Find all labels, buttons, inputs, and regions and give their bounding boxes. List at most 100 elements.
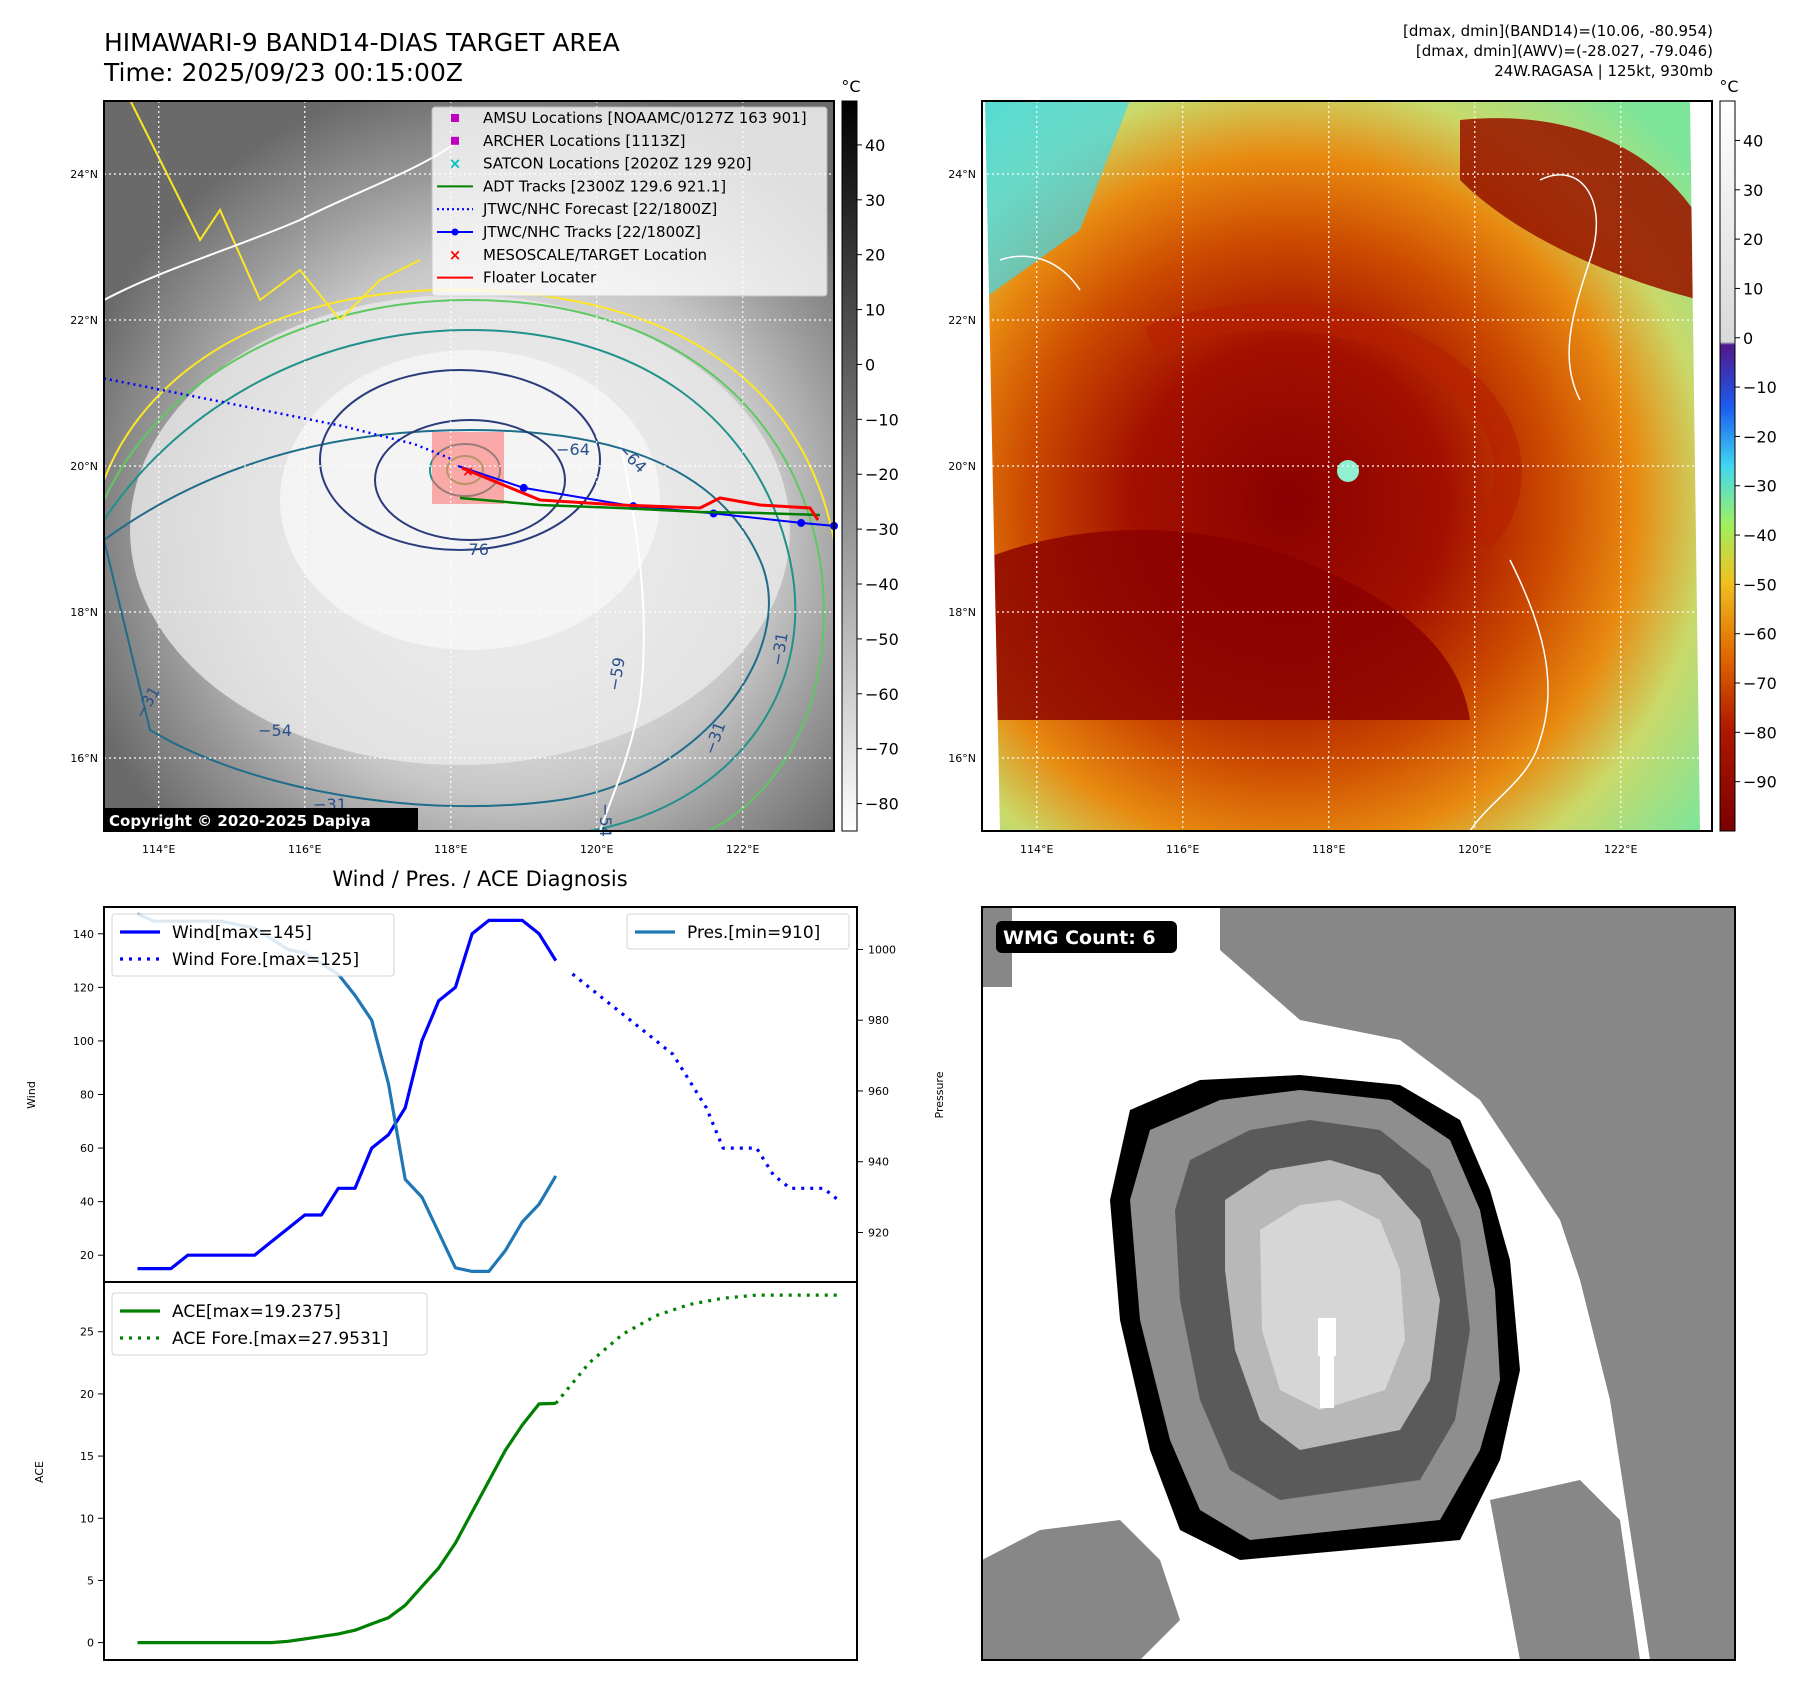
- awv-lat-tick: 22°N: [948, 314, 976, 327]
- awv-lon-tick: 118°E: [1312, 843, 1345, 856]
- storm-info-text: 24W.RAGASA | 125kt, 930mb: [1494, 62, 1713, 80]
- legend-entry-label: SATCON Locations [2020Z 129 920]: [483, 155, 751, 173]
- awv-colorbar-unit: °C: [1719, 77, 1738, 96]
- ace-tick-label: 10: [80, 1512, 94, 1525]
- ace-tick-label: 0: [87, 1637, 94, 1650]
- ir-lat-tick: 22°N: [70, 314, 98, 327]
- colorbar-tick-label: −40: [1743, 526, 1777, 545]
- legend-entry-label: ADT Tracks [2300Z 129.6 921.1]: [483, 177, 726, 195]
- jtwc-forecast-line: [103, 377, 452, 460]
- contour-label: −54: [596, 803, 615, 837]
- band14-range-text: [dmax, dmin](BAND14)=(10.06, -80.954): [1402, 22, 1713, 40]
- awv-range-text: [dmax, dmin](AWV)=(-28.027, -79.046): [1415, 42, 1713, 60]
- contour-label: −64: [556, 440, 590, 459]
- jtwc-track-point: [797, 518, 806, 527]
- awv-gridlines: [982, 101, 1712, 831]
- awv-lat-tick: 24°N: [948, 168, 976, 181]
- colorbar-tick-label: −50: [1743, 575, 1777, 594]
- ir-lat-tick: 24°N: [70, 168, 98, 181]
- ace-legend: ACE[max=19.2375] ACE Fore.[max=27.9531]: [111, 1292, 428, 1356]
- ir-lon-tick: 114°E: [142, 843, 175, 856]
- wind-series-line: [137, 918, 558, 1271]
- wmg-count-label: WMG Count: 6: [1003, 927, 1156, 949]
- awv-lon-tick: 116°E: [1166, 843, 1199, 856]
- pressure-axis-label: Pressure: [933, 1071, 946, 1118]
- wind-tick-label: 80: [80, 1089, 94, 1102]
- colorbar-tick-label: −80: [1743, 723, 1777, 742]
- legend-entry-label: AMSU Locations [NOAAMC/0127Z 163 901]: [483, 109, 807, 127]
- legend-label: Pres.[min=910]: [687, 923, 820, 943]
- awv-lat-tick: 20°N: [948, 460, 976, 473]
- colorbar-tick-label: 10: [1743, 279, 1763, 298]
- colorbar-tick-label: −60: [1743, 625, 1777, 644]
- ir-lon-tick: 120°E: [580, 843, 613, 856]
- pressure-tick-label: 960: [868, 1085, 889, 1098]
- ir-lat-tick: 18°N: [70, 606, 98, 619]
- contour-label: −76: [455, 540, 489, 559]
- wind-legend: Wind[max=145] Wind Fore.[max=125]: [111, 913, 395, 977]
- legend-marker-square: [451, 114, 459, 122]
- ace-axis-label: ACE: [33, 1461, 46, 1483]
- legend-box: [111, 913, 395, 977]
- wind-forecast-series-line: [571, 972, 842, 1203]
- colorbar-tick-label: −20: [865, 465, 899, 484]
- ir-colorbar-unit: °C: [841, 77, 860, 96]
- ace-tick-label: 20: [80, 1388, 94, 1401]
- awv-lon-tick: 114°E: [1020, 843, 1053, 856]
- colorbar-tick-label: −80: [865, 795, 899, 814]
- awv-lon-tick: 120°E: [1458, 843, 1491, 856]
- colorbar-tick-label: 20: [865, 246, 885, 265]
- legend-entry-label: ARCHER Locations [1113Z]: [483, 132, 686, 150]
- colorbar-tick-label: 0: [865, 355, 875, 374]
- wmg-count-box: [996, 921, 1177, 953]
- colorbar-tick-label: 30: [865, 191, 885, 210]
- target-area-box: [432, 432, 504, 504]
- awv-lat-tick: 18°N: [948, 606, 976, 619]
- diagnosis-title: Wind / Pres. / ACE Diagnosis: [332, 867, 627, 891]
- ir-lon-tick: 122°E: [726, 843, 759, 856]
- wind-tick-label: 120: [73, 981, 94, 994]
- legend-box: [626, 913, 850, 950]
- awv-axis-ticks: 114°E 116°E 118°E 120°E 122°E 24°N 22°N 20°N 18°…: [948, 168, 1637, 856]
- ace-axes: [103, 1281, 858, 1661]
- colorbar-tick-label: −70: [1743, 674, 1777, 693]
- legend-entry-label: MESOSCALE/TARGET Location: [483, 246, 707, 264]
- legend-label: Wind[max=145]: [172, 923, 312, 943]
- figure-time: Time: 2025/09/23 00:15:00Z: [104, 58, 463, 87]
- colorbar-tick-label: 0: [1743, 329, 1753, 348]
- wind-tick-label: 40: [80, 1196, 94, 1209]
- legend-entry-label: JTWC/NHC Tracks [22/1800Z]: [482, 223, 701, 241]
- colorbar-tick-label: −70: [865, 740, 899, 759]
- ace-tick-label: 5: [87, 1574, 94, 1587]
- colorbar-tick-label: 30: [1743, 181, 1763, 200]
- copyright-box: [104, 808, 418, 832]
- legend-entry-label: Floater Locater: [483, 269, 597, 287]
- target-location-marker: ×: [462, 464, 474, 480]
- wind-tick-label: 60: [80, 1142, 94, 1155]
- awv-lon-tick: 122°E: [1604, 843, 1637, 856]
- legend-label: Wind Fore.[max=125]: [172, 950, 359, 970]
- colorbar-tick-label: −50: [865, 630, 899, 649]
- legend-label: ACE Fore.[max=27.9531]: [172, 1329, 388, 1349]
- colorbar-tick-label: −10: [1743, 378, 1777, 397]
- wmg-panel: WMG Count: 6: [981, 906, 1736, 1661]
- pressure-tick-label: 940: [868, 1156, 889, 1169]
- legend-label: ACE[max=19.2375]: [172, 1302, 341, 1322]
- colorbar-tick-label: 10: [865, 301, 885, 320]
- colorbar-tick-label: 40: [865, 136, 885, 155]
- ir-storm-tracks: ×: [103, 377, 838, 530]
- ir-colorbar: °C 40 30 20 10 0 −10 −20 −30 −40 −50 −60 −70 −80: [841, 77, 899, 832]
- colorbar-tick-label: 20: [1743, 230, 1763, 249]
- legend-marker-x: ×: [449, 246, 462, 264]
- ace-forecast-series-line: [554, 1293, 841, 1405]
- awv-colorbar: °C 40 30 20 10 0 −10 −20 −30 −40 −50 −60 −70 −80 −90: [1719, 77, 1777, 832]
- contour-label: −54: [258, 721, 292, 740]
- wind-tick-label: 100: [73, 1035, 94, 1048]
- colorbar-tick-label: 40: [1743, 131, 1763, 150]
- legend-box: [111, 1292, 428, 1356]
- colorbar-tick-label: −40: [865, 575, 899, 594]
- ir-lon-tick: 118°E: [434, 843, 467, 856]
- figure-title: HIMAWARI-9 BAND14-DIAS TARGET AREA: [104, 28, 620, 57]
- pressure-tick-label: 1000: [868, 943, 896, 956]
